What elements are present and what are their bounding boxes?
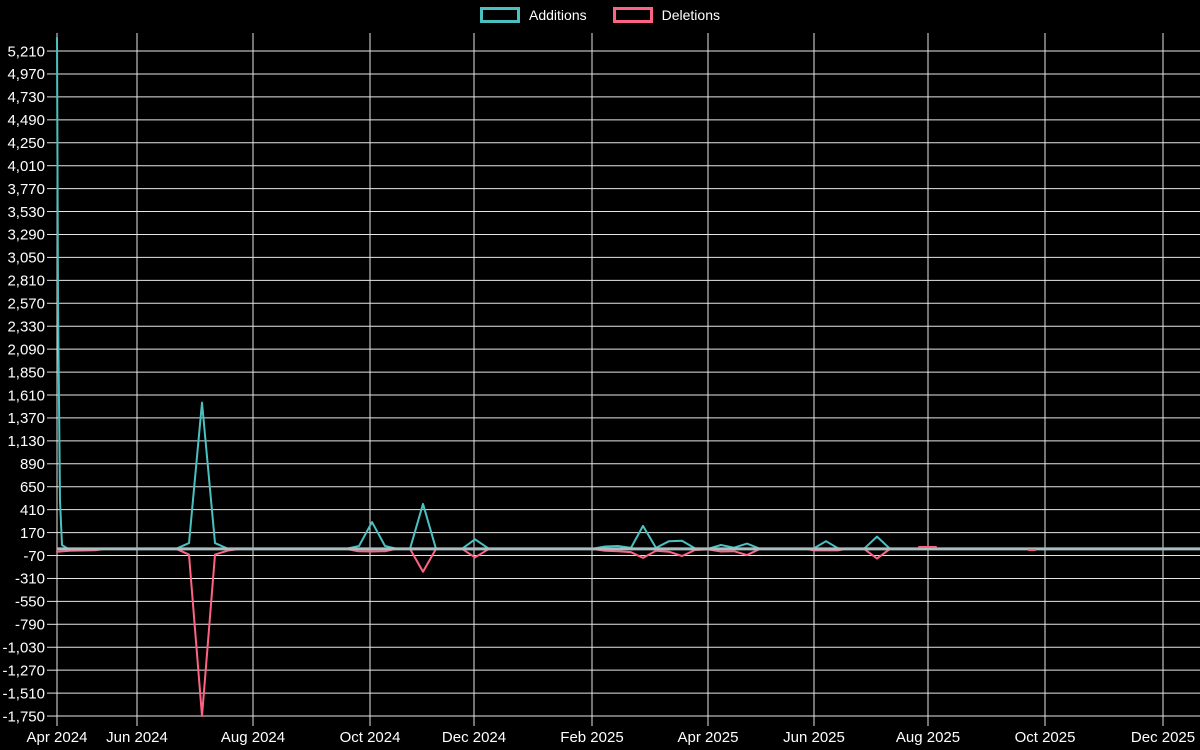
x-tick-label: Oct 2025 [1015,729,1076,746]
y-tick-label: 4,970 [7,66,45,83]
y-tick-label: 4,490 [7,112,45,129]
y-tick-label: -70 [23,548,45,565]
additions-legend-swatch [480,7,521,23]
x-tick-label: Feb 2025 [560,729,623,746]
deletions-legend-label: Deletions [661,7,720,23]
y-tick-label: -1,750 [2,708,45,725]
y-tick-label: 2,570 [7,296,45,313]
y-tick-label: 3,530 [7,204,45,221]
y-tick-label: 3,770 [7,181,45,198]
y-tick-label: -310 [15,571,45,588]
y-tick-label: 650 [20,479,45,496]
y-tick-label: 3,290 [7,227,45,244]
y-tick-label: 5,210 [7,43,45,60]
y-tick-label: 3,050 [7,250,45,267]
y-tick-label: 890 [20,456,45,473]
y-tick-label: 4,250 [7,135,45,152]
y-tick-label: 4,730 [7,89,45,106]
y-tick-label: 2,810 [7,273,45,290]
y-tick-label: -1,510 [2,685,45,702]
y-tick-label: -790 [15,617,45,634]
additions-legend-label: Additions [529,7,587,23]
x-tick-label: Apr 2025 [678,729,739,746]
deletions-legend-swatch [612,7,653,23]
x-tick-label: Apr 2024 [27,729,88,746]
y-tick-label: 2,330 [7,318,45,335]
y-tick-label: 1,610 [7,387,45,404]
legend-item-deletions[interactable]: Deletions [612,7,720,23]
x-tick-label: Aug 2025 [896,729,960,746]
y-tick-label: -550 [15,594,45,611]
y-tick-label: -1,030 [2,639,45,656]
y-tick-label: 170 [20,525,45,542]
x-tick-label: Jun 2024 [106,729,168,746]
y-tick-label: 410 [20,502,45,519]
x-tick-label: Oct 2024 [340,729,401,746]
chart-legend: Additions Deletions [0,7,1200,23]
y-tick-label: 1,370 [7,410,45,427]
y-tick-label: 1,850 [7,364,45,381]
y-tick-label: 4,010 [7,158,45,175]
y-tick-label: 1,130 [7,433,45,450]
x-tick-label: Jun 2025 [783,729,845,746]
x-tick-label: Dec 2025 [1131,729,1195,746]
x-tick-label: Dec 2024 [442,729,506,746]
x-tick-label: Aug 2024 [221,729,285,746]
y-tick-label: -1,270 [2,662,45,679]
legend-item-additions[interactable]: Additions [480,7,587,23]
y-tick-label: 2,090 [7,341,45,358]
